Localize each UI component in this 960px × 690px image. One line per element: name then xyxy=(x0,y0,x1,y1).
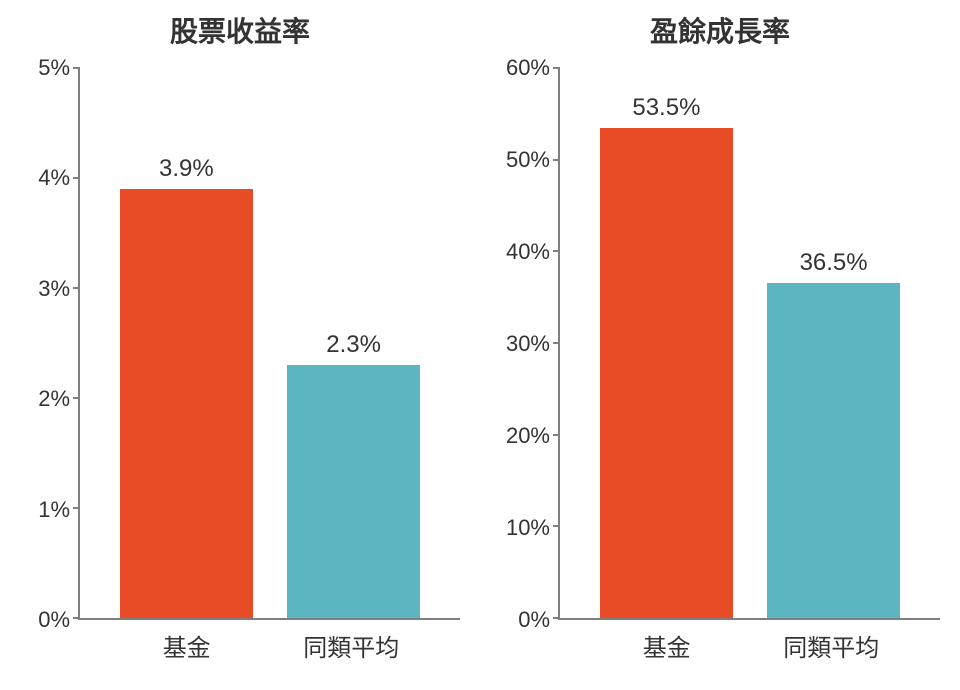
y-tick-mark xyxy=(553,434,560,436)
y-tick-label: 60% xyxy=(506,55,550,81)
bar-value-label: 3.9% xyxy=(159,155,214,183)
y-tick-label: 2% xyxy=(38,386,70,412)
y-tick-label: 50% xyxy=(506,147,550,173)
y-tick-mark xyxy=(553,617,560,619)
chart-panel-yield: 股票收益率 0% 1% 2% 3% 4% 5% 3.9% 2.3% 基金 同類平均 xyxy=(20,10,460,670)
y-tick-mark xyxy=(553,67,560,69)
bar-peer xyxy=(767,283,901,618)
bar-value-label: 36.5% xyxy=(800,249,868,277)
bar-fund xyxy=(120,189,254,618)
x-category-fund: 基金 xyxy=(601,628,733,663)
chart-body: 0%10%20%30%40%50%60% 53.5% 36.5% xyxy=(500,68,940,620)
bar-slot-peer: 36.5% xyxy=(767,68,901,618)
y-tick-label: 30% xyxy=(506,331,550,357)
y-tick-label: 3% xyxy=(38,276,70,302)
y-tick-mark xyxy=(73,617,80,619)
y-tick-mark xyxy=(553,342,560,344)
x-axis: 基金 同類平均 xyxy=(78,620,460,670)
y-axis: 0%10%20%30%40%50%60% xyxy=(500,68,558,620)
y-tick-label: 10% xyxy=(506,515,550,541)
y-tick-label: 4% xyxy=(38,165,70,191)
bar-value-label: 2.3% xyxy=(326,331,381,359)
chart-body: 0%1%2%3%4%5% 3.9% 2.3% xyxy=(20,68,460,620)
y-tick-label: 1% xyxy=(38,497,70,523)
bar-slot-peer: 2.3% xyxy=(287,68,421,618)
plot-area: 53.5% 36.5% xyxy=(558,68,940,620)
y-tick-label: 20% xyxy=(506,423,550,449)
chart-panel-growth: 盈餘成長率 0% 10% 20% 30% 40% 50% 60% 53.5% 36.5% 基… xyxy=(500,10,940,670)
x-category-peer: 同類平均 xyxy=(765,628,897,663)
y-tick-mark xyxy=(73,177,80,179)
y-axis: 0%1%2%3%4%5% xyxy=(20,68,78,620)
bar-fund xyxy=(600,128,734,618)
y-tick-mark xyxy=(553,159,560,161)
y-tick-label: 5% xyxy=(38,55,70,81)
chart-title: 盈餘成長率 xyxy=(500,10,940,50)
charts-container: 股票收益率 0% 1% 2% 3% 4% 5% 3.9% 2.3% 基金 同類平均 xyxy=(0,0,960,690)
y-tick-mark xyxy=(73,507,80,509)
bar-slot-fund: 3.9% xyxy=(120,68,254,618)
plot-area: 3.9% 2.3% xyxy=(78,68,460,620)
bars-row: 3.9% 2.3% xyxy=(80,68,460,618)
x-category-peer: 同類平均 xyxy=(285,628,417,663)
y-tick-mark xyxy=(553,250,560,252)
y-tick-mark xyxy=(73,397,80,399)
chart-title: 股票收益率 xyxy=(20,10,460,50)
bars-row: 53.5% 36.5% xyxy=(560,68,940,618)
y-tick-mark xyxy=(73,287,80,289)
y-tick-label: 0% xyxy=(38,607,70,633)
bar-peer xyxy=(287,365,421,618)
bar-slot-fund: 53.5% xyxy=(600,68,734,618)
bar-value-label: 53.5% xyxy=(632,94,700,122)
y-tick-mark xyxy=(553,525,560,527)
x-axis: 基金 同類平均 xyxy=(558,620,940,670)
y-tick-label: 40% xyxy=(506,239,550,265)
y-tick-label: 0% xyxy=(518,607,550,633)
x-category-fund: 基金 xyxy=(121,628,253,663)
y-tick-mark xyxy=(73,67,80,69)
